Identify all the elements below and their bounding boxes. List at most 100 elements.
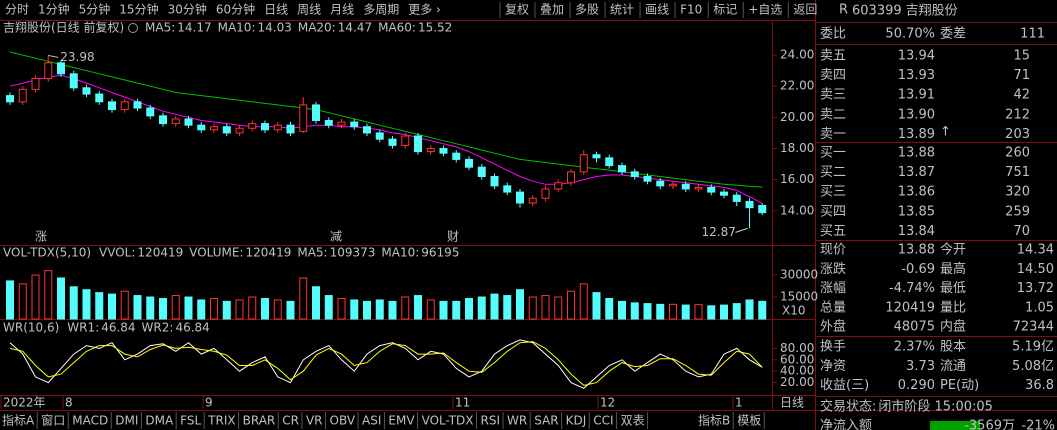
- period-label[interactable]: 日线: [780, 396, 804, 410]
- stat-label: 股本: [940, 340, 966, 355]
- time-label: 1: [735, 396, 743, 410]
- indicator-tab[interactable]: BRAR: [243, 414, 276, 428]
- volume-bar: [643, 303, 652, 320]
- stat-value: 3.73: [906, 359, 935, 374]
- tool-button[interactable]: 多股: [575, 3, 599, 17]
- volume-bar: [720, 304, 728, 320]
- candle-body: [681, 183, 690, 190]
- candle-body: [439, 148, 448, 154]
- book-volume: 260: [1005, 146, 1030, 161]
- stat-label: 涨幅: [820, 281, 846, 296]
- period-tab[interactable]: 日线: [264, 3, 288, 17]
- book-volume: 751: [1005, 165, 1030, 180]
- candle-body: [108, 101, 116, 111]
- event-marker[interactable]: 减: [330, 230, 342, 244]
- stat-value: 1.05: [1025, 300, 1054, 315]
- event-marker[interactable]: 涨: [35, 229, 47, 244]
- event-marker[interactable]: 财: [447, 230, 459, 244]
- indicator-tab[interactable]: TRIX: [207, 414, 235, 428]
- tool-button[interactable]: 叠加: [540, 3, 564, 17]
- candle-body: [210, 126, 218, 131]
- candle-body: [363, 126, 371, 134]
- period-tab[interactable]: 分时: [5, 3, 29, 17]
- tool-button[interactable]: 标记: [713, 3, 737, 17]
- tool-button[interactable]: F10: [680, 3, 702, 17]
- indicator-tab[interactable]: 模板: [737, 414, 761, 428]
- indicator-tab[interactable]: KDJ: [566, 414, 587, 428]
- tool-button[interactable]: 返回: [793, 3, 817, 17]
- indicator-value: 96195: [421, 246, 459, 260]
- period-tab[interactable]: 多周期: [363, 3, 399, 17]
- candle-body: [337, 121, 346, 126]
- volume-bar: [503, 295, 512, 320]
- candle-body: [541, 188, 550, 199]
- indicator-tab[interactable]: CCI: [593, 414, 613, 428]
- volume-bar: [57, 277, 65, 320]
- stat-value: 0.290: [898, 378, 935, 393]
- period-tab[interactable]: 更多 ›: [408, 3, 441, 17]
- indicator-tab[interactable]: FSL: [180, 414, 201, 428]
- time-label: 12: [600, 396, 615, 410]
- indicator-tab[interactable]: OBV: [330, 414, 356, 428]
- indicator-tab[interactable]: 窗口: [41, 414, 65, 428]
- stat-label: 净资: [820, 359, 846, 374]
- volume-bar: [184, 296, 193, 320]
- stat-label: 总量: [820, 300, 846, 315]
- candle-body: [745, 200, 754, 209]
- tool-button[interactable]: 复权: [505, 3, 529, 17]
- book-price: 13.86: [898, 185, 935, 200]
- indicator-tab[interactable]: MACD: [72, 414, 108, 428]
- wr1-line: [9, 339, 763, 389]
- indicator-name: VOLUME:: [189, 246, 243, 260]
- period-tab[interactable]: 15分钟: [119, 2, 158, 17]
- stat-value: 72344: [1013, 320, 1054, 335]
- volume-bar: [592, 292, 601, 320]
- indicator-tab[interactable]: DMI: [115, 414, 138, 428]
- candle-body: [350, 121, 359, 128]
- time-label: 8: [65, 396, 73, 410]
- high-arrow: [48, 54, 59, 58]
- volume-bar: [414, 295, 422, 320]
- period-tab[interactable]: 60分钟: [216, 2, 255, 17]
- candle-body: [235, 127, 244, 134]
- volume-bar: [120, 290, 129, 320]
- y-tick-label: 20.00: [780, 375, 814, 389]
- indicator-tab[interactable]: DMA: [145, 414, 174, 428]
- tool-button[interactable]: +自选: [748, 3, 782, 17]
- candle-body: [669, 183, 677, 187]
- book-volume: 70: [1013, 224, 1030, 239]
- indicator-tab[interactable]: WR: [507, 414, 527, 428]
- volume-bar: [669, 303, 677, 320]
- stat-label: 现价: [820, 243, 846, 258]
- volume-bar: [363, 300, 371, 320]
- indicator-tab[interactable]: ASI: [362, 414, 381, 428]
- indicator-name: WR1:: [67, 321, 99, 335]
- y-tick-label: 30000: [780, 268, 818, 282]
- indicator-value: 120419: [246, 246, 292, 260]
- y-tick-label: 15000: [780, 290, 818, 304]
- period-tab[interactable]: 月线: [330, 3, 354, 17]
- indicator-tab[interactable]: 双表: [621, 414, 645, 428]
- period-tab[interactable]: 5分钟: [79, 2, 111, 17]
- y-tick-label: 40.00: [780, 364, 814, 378]
- volume-bar: [656, 303, 665, 320]
- indicator-tab[interactable]: VOL-TDX: [422, 414, 474, 428]
- candle-body: [630, 171, 639, 178]
- volume-bar: [95, 292, 104, 320]
- candle-body: [528, 197, 537, 204]
- indicator-tab[interactable]: RSI: [481, 414, 501, 428]
- tool-button[interactable]: 画线: [645, 3, 669, 17]
- tool-button[interactable]: 统计: [610, 3, 634, 17]
- stat-label: 流通: [940, 359, 966, 374]
- settings-icon[interactable]: [128, 23, 138, 33]
- indicator-tab[interactable]: 指标B: [698, 413, 730, 428]
- indicator-tab[interactable]: CR: [282, 414, 299, 428]
- period-tab[interactable]: 周线: [297, 3, 321, 17]
- period-tab[interactable]: 1分钟: [38, 2, 70, 17]
- indicator-tab[interactable]: VR: [306, 414, 323, 428]
- indicator-tab[interactable]: SAR: [534, 414, 558, 428]
- indicator-tab[interactable]: 指标A: [2, 413, 35, 428]
- indicator-tab[interactable]: EMV: [388, 414, 415, 428]
- period-tab[interactable]: 30分钟: [168, 2, 207, 17]
- volume-bar: [452, 300, 461, 320]
